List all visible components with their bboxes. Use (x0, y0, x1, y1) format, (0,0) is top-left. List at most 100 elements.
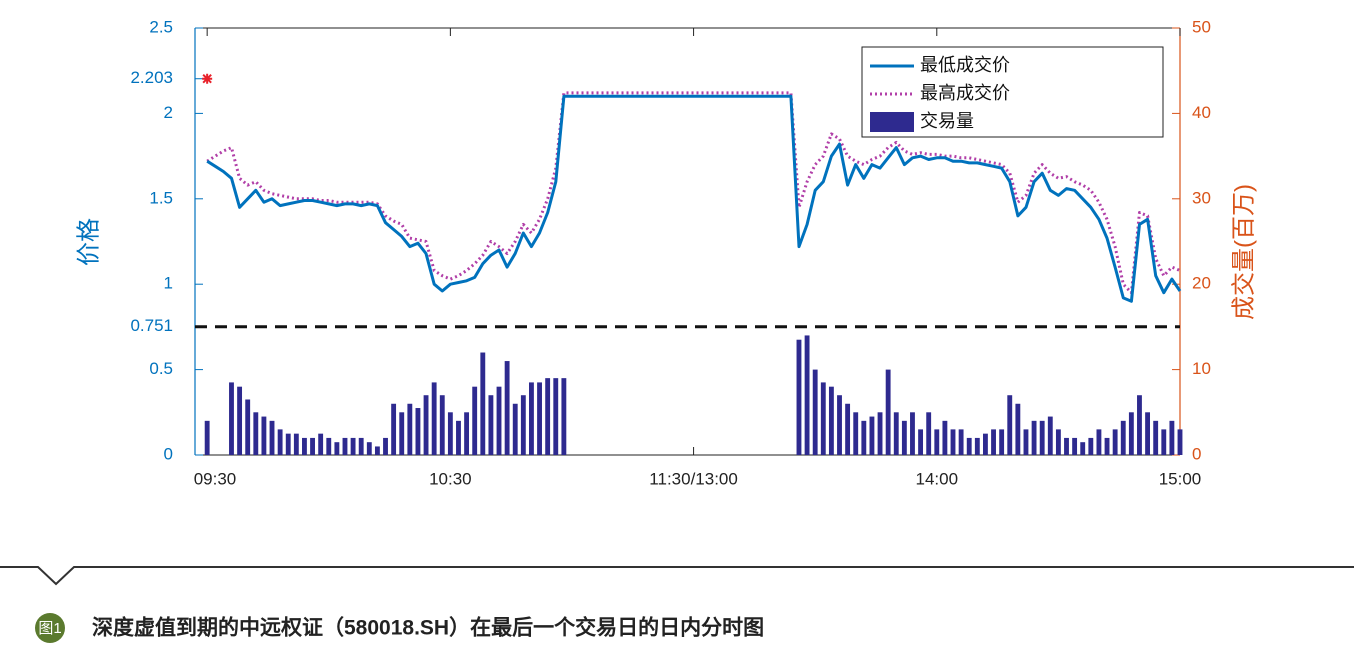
volume-bar (229, 382, 234, 455)
marker (202, 73, 213, 84)
volume-bar (480, 352, 486, 455)
volume-bar (804, 335, 810, 455)
y-tick-label: 2.203 (130, 68, 173, 87)
volume-bar (893, 412, 899, 455)
volume-bar (974, 437, 980, 455)
volume-bar (269, 420, 275, 455)
x-tick-label: 14:00 (916, 469, 959, 488)
y2-tick-label: 50 (1192, 17, 1211, 36)
y-tick-label: 0.5 (149, 359, 173, 378)
volume-bar (545, 378, 551, 455)
volume-bar (520, 395, 526, 455)
volume-bar (439, 395, 445, 455)
volume-bar (796, 339, 802, 455)
y-tick-label: 2 (164, 103, 173, 122)
y-tick-label: 1.5 (149, 188, 173, 207)
volume-bar (885, 369, 891, 455)
y-axis-label: 价格 (75, 218, 102, 266)
y2-tick-label: 30 (1192, 188, 1211, 207)
legend-label: 最高成交价 (920, 83, 1010, 103)
y2-tick-label: 40 (1192, 103, 1211, 122)
volume-bar (926, 412, 932, 455)
volume-bar (399, 412, 405, 455)
volume-bar (1120, 420, 1126, 455)
volume-bar (1047, 416, 1053, 455)
volume-bar (277, 429, 283, 455)
volume-bar (1015, 403, 1021, 455)
volume-bar (1088, 437, 1094, 455)
volume-bar (318, 433, 324, 455)
volume-bar (1023, 429, 1029, 455)
separator (0, 566, 1354, 586)
volume-bar (504, 361, 510, 455)
volume-bar (302, 437, 307, 455)
volume-bar (1072, 437, 1078, 455)
volume-bar (358, 437, 364, 455)
y2-tick-label: 10 (1192, 359, 1211, 378)
volume-bar (391, 403, 397, 455)
volume-bar (407, 403, 413, 455)
volume-bar (310, 437, 315, 455)
volume-bar (237, 386, 243, 455)
volume-bar (326, 437, 332, 455)
volume-bar (253, 412, 259, 455)
volume-bar (837, 395, 842, 455)
volume-bar (1064, 437, 1069, 455)
y-tick-label: 0 (164, 444, 173, 463)
volume-bar (1055, 429, 1061, 455)
volume-bar (942, 420, 948, 455)
volume-bar (983, 433, 988, 455)
volume-bar (934, 429, 940, 455)
volume-bar (1145, 412, 1151, 455)
volume-bar (472, 386, 478, 455)
x-tick-label: 15:00 (1159, 469, 1202, 488)
y-tick-label: 1 (164, 274, 173, 293)
volume-bar (374, 446, 380, 455)
volume-bar (966, 437, 972, 455)
volume-bar (828, 386, 834, 455)
volume-bar (293, 433, 299, 455)
volume-bar (853, 412, 859, 455)
volume-bar (529, 382, 534, 455)
volume-bar (1096, 429, 1102, 455)
volume-bar (350, 437, 356, 455)
volume-bar (423, 395, 429, 455)
volume-bar (958, 429, 964, 455)
volume-bar (204, 420, 210, 455)
volume-bar (334, 442, 340, 455)
volume-bar (1080, 442, 1086, 455)
x-tick-label: 09:30 (194, 469, 237, 488)
volume-bar (999, 429, 1005, 455)
volume-bar (464, 412, 470, 455)
y2-tick-label: 0 (1192, 444, 1201, 463)
volume-bar (877, 412, 883, 455)
volume-bar (812, 369, 818, 455)
volume-bar (1039, 420, 1045, 455)
volume-bar (537, 382, 542, 455)
figure-badge (35, 613, 65, 643)
volume-bar (901, 420, 907, 455)
x-tick-label: 11:30/13:00 (649, 469, 738, 488)
volume-bar (512, 403, 518, 455)
figure-label: 图1 (38, 620, 61, 637)
volume-bar (1137, 395, 1142, 455)
volume-bar (991, 429, 996, 455)
y2-tick-label: 20 (1192, 274, 1211, 293)
legend-swatch (870, 112, 914, 132)
legend-label: 交易量 (920, 111, 974, 131)
volume-bar (496, 386, 502, 455)
volume-bar (383, 437, 388, 455)
volume-bar (1031, 420, 1037, 455)
volume-bar (366, 442, 372, 455)
y2-axis-label: 成交量(百万) (1230, 184, 1257, 320)
volume-bar (918, 429, 924, 455)
volume-bar (431, 382, 437, 455)
volume-bar (447, 412, 453, 455)
volume-bar (1104, 437, 1110, 455)
volume-bar (950, 429, 956, 455)
volume-bar (488, 395, 494, 455)
low-price-line (206, 94, 1182, 303)
volume-bar (1161, 429, 1167, 455)
